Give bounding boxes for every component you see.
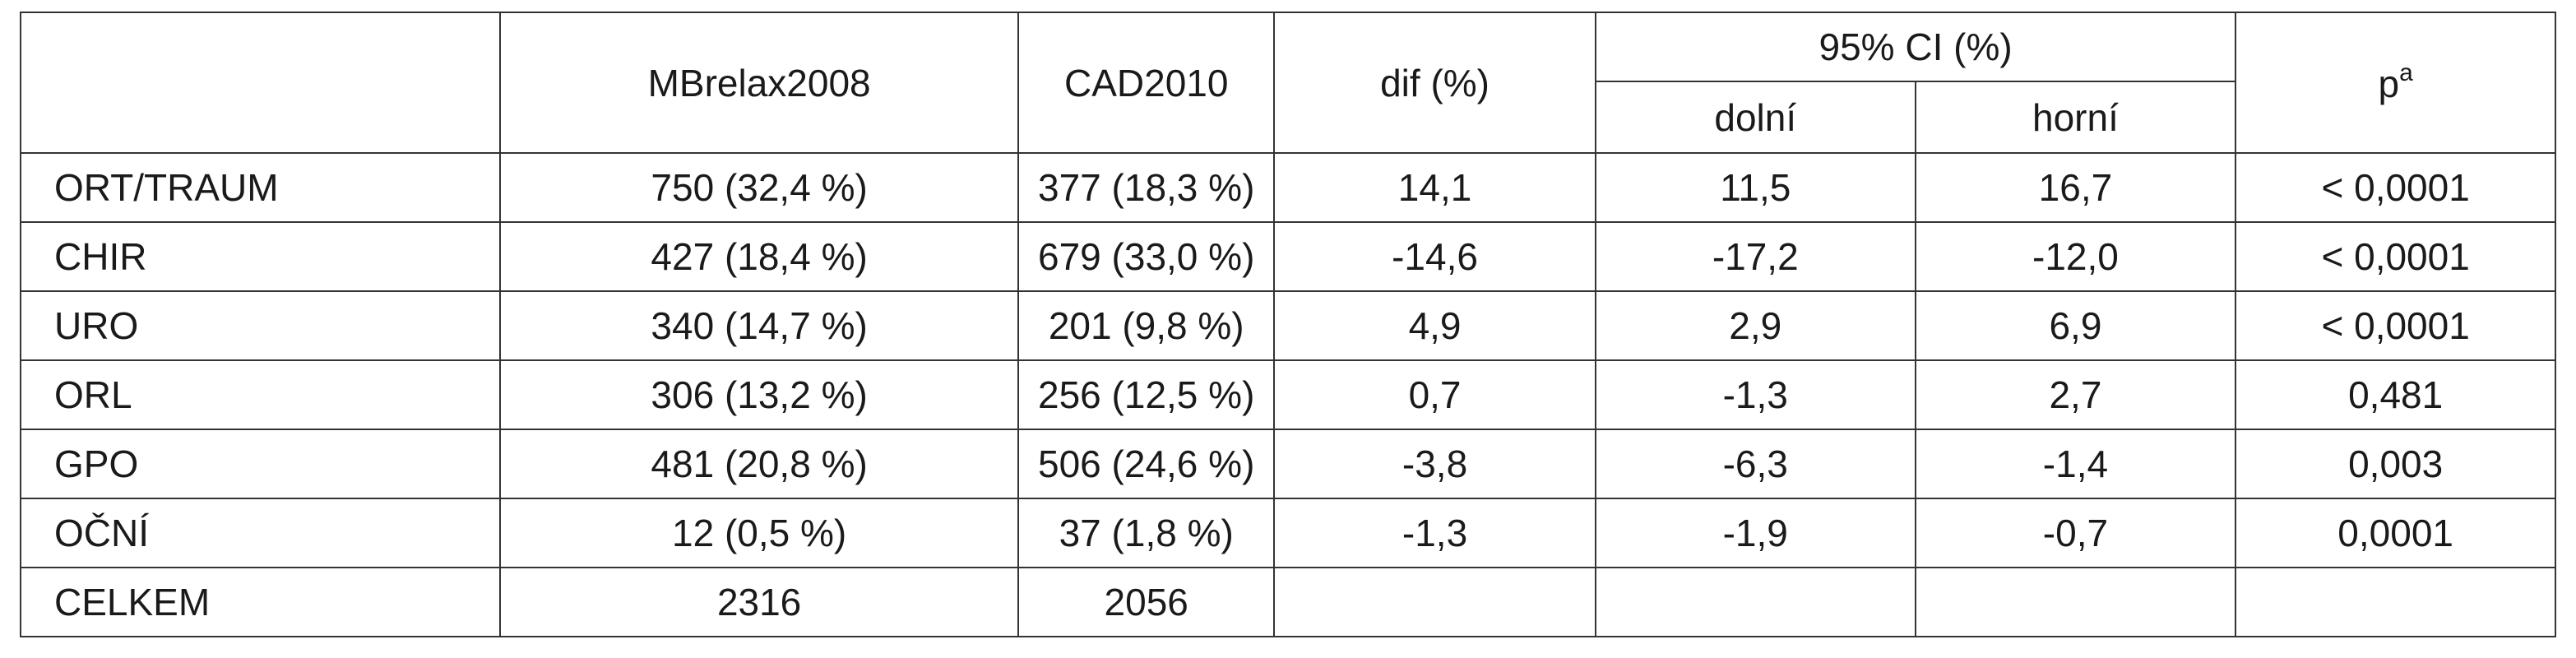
table-row: ORT/TRAUM 750 (32,4 %) 377 (18,3 %) 14,1… [20,152,2556,223]
cell-ci-lower: -17,2 [1594,221,1916,292]
cell-dif: 14,1 [1273,152,1596,223]
cell-cad: 679 (33,0 %) [1017,221,1276,292]
header-dif: dif (%) [1273,12,1596,154]
cell-ci-lower: -1,3 [1594,359,1916,430]
row-label: ORT/TRAUM [20,152,501,223]
header-p: pa [2235,12,2556,154]
header-row-bottom: dolní horní [21,81,2555,154]
cell-dif: -3,8 [1273,429,1596,499]
table-row: OČNÍ 12 (0,5 %) 37 (1,8 %) -1,3 -1,9 -0,… [20,498,2556,568]
cell-ci-upper: -1,4 [1914,429,2237,499]
cell-p: 0,003 [2235,429,2556,499]
table-row-total: CELKEM 2316 2056 [20,567,2556,637]
cell-ci-upper: 2,7 [1914,359,2237,430]
cell-cad: 2056 [1017,567,1276,637]
cell-cad: 377 (18,3 %) [1017,152,1276,223]
cell-ci-upper: -12,0 [1914,221,2237,292]
row-label: URO [20,290,501,361]
cell-dif: 0,7 [1273,359,1596,430]
cell-p [2235,567,2556,637]
cell-ci-upper [1914,567,2237,637]
cell-mbrelax: 306 (13,2 %) [498,359,1020,430]
row-label: OČNÍ [20,498,501,568]
cell-cad: 201 (9,8 %) [1017,290,1276,361]
row-label: CHIR [20,221,501,292]
cell-mbrelax: 340 (14,7 %) [498,290,1020,361]
table-row: CHIR 427 (18,4 %) 679 (33,0 %) -14,6 -17… [20,221,2556,292]
cell-p: 0,0001 [2235,498,2556,568]
cell-ci-lower: -6,3 [1594,429,1916,499]
header-p-superscript: a [2399,59,2413,86]
comparison-table-container: MBrelax2008 CAD2010 dif (%) 95% CI (%) p… [20,12,2556,637]
cell-mbrelax: 427 (18,4 %) [498,221,1020,292]
cell-p: < 0,0001 [2235,152,2556,223]
table-row: ORL 306 (13,2 %) 256 (12,5 %) 0,7 -1,3 2… [20,359,2556,430]
header-p-base: p [2378,63,2400,105]
cell-ci-lower: -1,9 [1594,498,1916,568]
cell-dif: -14,6 [1273,221,1596,292]
header-ci-group: 95% CI (%) [1594,12,2237,82]
cell-mbrelax: 481 (20,8 %) [498,429,1020,499]
cell-ci-upper: 6,9 [1914,290,2237,361]
cell-ci-lower [1594,567,1916,637]
cell-ci-upper: 16,7 [1914,152,2237,223]
header-mbrelax: MBrelax2008 [498,12,1020,154]
cell-ci-lower: 2,9 [1594,290,1916,361]
cell-p: < 0,0001 [2235,290,2556,361]
cell-cad: 256 (12,5 %) [1017,359,1276,430]
comparison-table: MBrelax2008 CAD2010 dif (%) 95% CI (%) p… [20,12,2556,637]
cell-dif: 4,9 [1273,290,1596,361]
table-body: ORT/TRAUM 750 (32,4 %) 377 (18,3 %) 14,1… [20,152,2556,637]
cell-p: < 0,0001 [2235,221,2556,292]
row-label: CELKEM [20,567,501,637]
row-label: ORL [20,359,501,430]
cell-ci-lower: 11,5 [1594,152,1916,223]
cell-dif: -1,3 [1273,498,1596,568]
header-ci-lower: dolní [1594,81,1916,154]
header-empty-cell [20,12,501,154]
table-row: GPO 481 (20,8 %) 506 (24,6 %) -3,8 -6,3 … [20,429,2556,499]
row-label: GPO [20,429,501,499]
header-ci-upper: horní [1914,81,2237,154]
cell-mbrelax: 12 (0,5 %) [498,498,1020,568]
header-cad: CAD2010 [1017,12,1276,154]
table-row: URO 340 (14,7 %) 201 (9,8 %) 4,9 2,9 6,9… [20,290,2556,361]
cell-dif [1273,567,1596,637]
header-row-top: MBrelax2008 CAD2010 dif (%) 95% CI (%) p… [20,12,2556,154]
cell-ci-upper: -0,7 [1914,498,2237,568]
cell-cad: 37 (1,8 %) [1017,498,1276,568]
cell-mbrelax: 750 (32,4 %) [498,152,1020,223]
cell-cad: 506 (24,6 %) [1017,429,1276,499]
cell-p: 0,481 [2235,359,2556,430]
cell-mbrelax: 2316 [498,567,1020,637]
